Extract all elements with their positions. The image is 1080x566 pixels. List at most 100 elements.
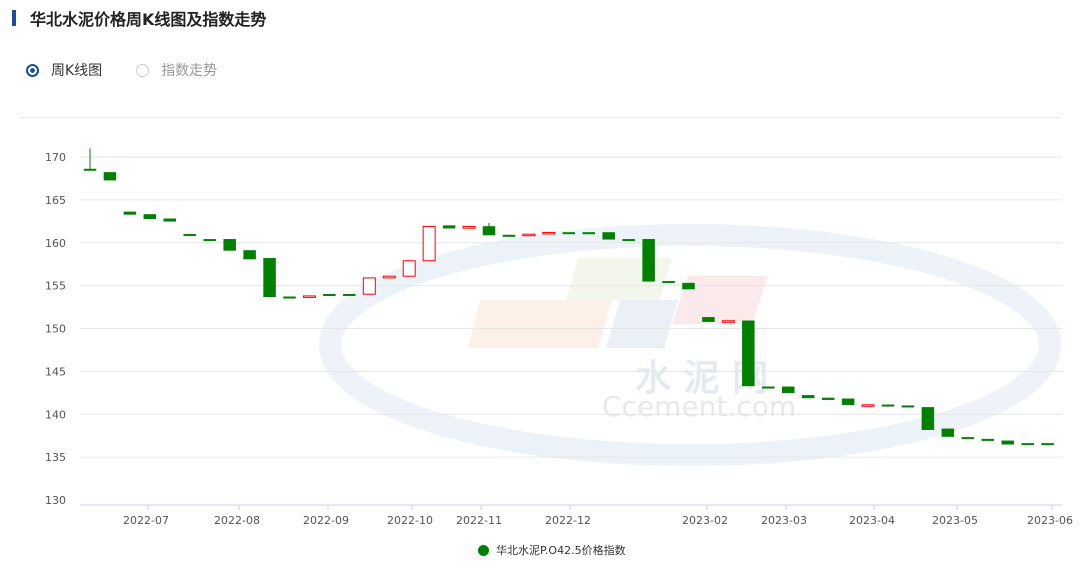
divider: [20, 117, 1060, 118]
candle-body: [462, 225, 476, 229]
x-tick-label: 2022-07: [123, 514, 169, 527]
candle-body: [323, 293, 336, 296]
candle: [482, 223, 496, 236]
candle: [83, 148, 97, 171]
x-tick-label: 2023-06: [1027, 514, 1073, 527]
radio-index-trend[interactable]: 指数走势: [136, 60, 217, 80]
y-tick-label: 165: [45, 194, 66, 207]
candle: [263, 257, 276, 298]
candle-body: [163, 218, 177, 222]
candle: [243, 250, 256, 260]
x-tick-label: 2022-08: [214, 514, 260, 527]
candle: [881, 404, 895, 407]
candle-body: [382, 275, 396, 279]
radio-weekly-k[interactable]: 周K线图: [26, 60, 102, 80]
candle: [821, 397, 835, 400]
legend-label: 华北水泥P.O42.5价格指数: [496, 544, 626, 557]
candle-body: [582, 232, 595, 235]
x-tick-label: 2022-11: [456, 514, 502, 527]
candle-body: [602, 232, 615, 240]
candle-body: [662, 281, 675, 284]
candle: [302, 295, 316, 298]
candle-body: [522, 233, 536, 237]
candle-body: [921, 407, 935, 430]
candle: [442, 225, 456, 229]
candle-body: [482, 226, 496, 236]
candle: [203, 239, 216, 242]
candle-body: [941, 428, 955, 437]
candle-body: [721, 320, 735, 323]
chart-mode-radio-group: 周K线图 指数走势: [26, 60, 217, 80]
legend[interactable]: 华北水泥P.O42.5价格指数: [478, 542, 626, 558]
candle: [163, 218, 177, 222]
candle-body: [801, 395, 815, 399]
candle: [742, 320, 755, 387]
candle: [622, 239, 635, 242]
candle: [1041, 443, 1054, 446]
candle-body: [223, 239, 236, 251]
candle-body: [143, 214, 157, 219]
y-tick-label: 135: [45, 451, 66, 464]
x-tick-label: 2023-03: [761, 514, 807, 527]
candle-body: [183, 233, 196, 236]
candle-body: [961, 437, 975, 440]
y-tick-label: 170: [45, 151, 66, 164]
candle: [762, 386, 775, 389]
candle: [682, 282, 695, 290]
candle: [323, 293, 336, 296]
candle-body: [1021, 443, 1034, 446]
candle: [662, 281, 675, 284]
candle: [422, 225, 436, 262]
candle-body: [642, 239, 655, 282]
candle: [841, 398, 855, 406]
candle-body: [782, 386, 795, 394]
candle-body: [362, 277, 376, 295]
candle-body: [981, 438, 994, 441]
candle-body: [263, 257, 276, 298]
candle-body: [881, 404, 895, 407]
candle: [981, 438, 994, 441]
candle-body: [841, 398, 855, 406]
watermark-en: Ccement.com: [602, 390, 796, 423]
candle: [861, 404, 875, 407]
candle-body: [622, 239, 635, 242]
candle: [1021, 443, 1034, 446]
y-tick-label: 150: [45, 323, 66, 336]
x-tick-label: 2022-12: [545, 514, 591, 527]
candle: [782, 386, 795, 394]
candle: [103, 172, 117, 181]
candle-body: [861, 404, 875, 407]
candle: [402, 260, 416, 277]
candle-body: [762, 386, 775, 389]
candle: [1001, 440, 1014, 445]
x-tick-label: 2022-10: [387, 514, 433, 527]
candle: [123, 211, 137, 215]
candle-body: [442, 225, 456, 229]
candle-body: [402, 260, 416, 277]
radio-label: 指数走势: [161, 63, 218, 79]
watermark: 水 泥 网 Ccement.com: [319, 224, 1061, 466]
candle-body: [283, 296, 296, 299]
y-tick-label: 140: [45, 408, 66, 421]
candle-body: [702, 317, 715, 322]
candle: [702, 317, 715, 322]
candle-body: [742, 320, 755, 387]
candle-body: [821, 397, 835, 400]
radio-checked-icon: [26, 63, 39, 77]
candle: [562, 232, 576, 235]
candle-body: [343, 293, 356, 296]
candle: [642, 239, 655, 282]
page-title: 华北水泥价格周K线图及指数走势: [12, 6, 266, 30]
candle: [143, 214, 157, 219]
candle: [721, 320, 735, 323]
x-tick-label: 2023-02: [682, 514, 728, 527]
candle-body: [302, 295, 316, 298]
y-tick-label: 130: [45, 494, 66, 507]
y-tick-label: 160: [45, 237, 66, 250]
candle: [223, 239, 236, 251]
candle: [183, 233, 196, 236]
legend-dot-icon: [478, 544, 489, 556]
candle-body: [502, 234, 516, 237]
radio-unchecked-icon: [136, 63, 150, 77]
